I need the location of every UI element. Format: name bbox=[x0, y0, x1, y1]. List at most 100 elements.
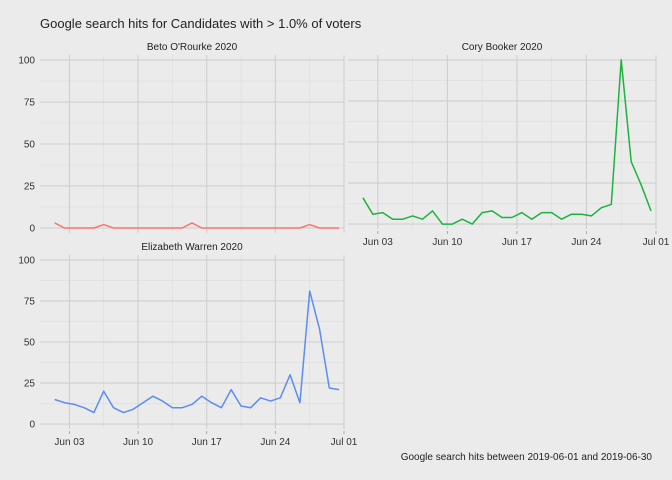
data-point bbox=[122, 227, 124, 229]
data-point bbox=[220, 227, 222, 229]
data-point bbox=[220, 407, 222, 409]
data-point bbox=[54, 222, 56, 224]
y-tick-label: 100 bbox=[18, 56, 35, 67]
data-point bbox=[132, 227, 134, 229]
facet-panel: Elizabeth Warren 2020 0 25 50 75 100 Jun 03 Jun… bbox=[18, 242, 357, 448]
data-point bbox=[382, 212, 384, 214]
data-point bbox=[431, 210, 433, 212]
data-point bbox=[152, 227, 154, 229]
data-point bbox=[191, 222, 193, 224]
chart-title: Google search hits for Candidates with >… bbox=[40, 16, 362, 31]
chart-caption: Google search hits between 2019-06-01 an… bbox=[401, 452, 653, 463]
facet-panel: Cory Booker 2020 Jun 03 Jun 10 Jun 17 Jun 24… bbox=[348, 42, 670, 248]
data-point bbox=[471, 223, 473, 225]
series-line bbox=[54, 222, 340, 229]
x-tick-label: Jun 03 bbox=[54, 437, 84, 448]
data-point bbox=[103, 390, 105, 392]
data-point bbox=[441, 223, 443, 225]
data-point bbox=[328, 387, 330, 389]
y-tick-label: 75 bbox=[24, 296, 36, 307]
data-point bbox=[162, 400, 164, 402]
data-point bbox=[491, 210, 493, 212]
x-tick-label: Jun 03 bbox=[363, 237, 393, 248]
data-point bbox=[260, 227, 262, 229]
data-point bbox=[211, 402, 213, 404]
x-tick-label: Jul 01 bbox=[331, 437, 358, 448]
data-point bbox=[541, 212, 543, 214]
data-point bbox=[338, 227, 340, 229]
data-point bbox=[260, 397, 262, 399]
x-tick-label: Jun 10 bbox=[123, 437, 153, 448]
data-point bbox=[640, 184, 642, 186]
data-point bbox=[279, 227, 281, 229]
data-point bbox=[461, 218, 463, 220]
data-point bbox=[299, 402, 301, 404]
data-point bbox=[181, 407, 183, 409]
data-point bbox=[250, 407, 252, 409]
data-point bbox=[191, 403, 193, 405]
data-point bbox=[309, 224, 311, 226]
data-point bbox=[230, 227, 232, 229]
data-point bbox=[279, 397, 281, 399]
data-point bbox=[610, 203, 612, 205]
data-point bbox=[54, 398, 56, 400]
data-point bbox=[600, 207, 602, 209]
y-tick-label: 25 bbox=[24, 379, 36, 390]
x-tick-label: Jun 24 bbox=[260, 437, 290, 448]
data-point bbox=[73, 403, 75, 405]
data-point bbox=[132, 408, 134, 410]
series-line bbox=[54, 290, 340, 414]
series-line bbox=[362, 59, 652, 225]
data-point bbox=[230, 389, 232, 391]
data-point bbox=[620, 59, 622, 61]
data-point bbox=[201, 395, 203, 397]
x-tick-label: Jun 17 bbox=[502, 237, 532, 248]
data-point bbox=[83, 407, 85, 409]
data-point bbox=[211, 227, 213, 229]
data-point bbox=[181, 227, 183, 229]
y-tick-label: 100 bbox=[18, 255, 35, 266]
data-point bbox=[630, 161, 632, 163]
data-point bbox=[328, 227, 330, 229]
data-point bbox=[113, 227, 115, 229]
data-point bbox=[402, 218, 404, 220]
data-point bbox=[362, 197, 364, 199]
data-point bbox=[580, 213, 582, 215]
facet-panel: Beto O'Rourke 2020 0 25 50 75 100 bbox=[18, 42, 345, 234]
data-point bbox=[142, 402, 144, 404]
data-point bbox=[531, 218, 533, 220]
data-point bbox=[201, 227, 203, 229]
data-point bbox=[289, 374, 291, 376]
data-point bbox=[511, 217, 513, 219]
data-point bbox=[103, 224, 105, 226]
y-tick-label: 50 bbox=[24, 140, 36, 151]
x-tick-label: Jun 17 bbox=[192, 437, 222, 448]
x-tick-label: Jun 24 bbox=[571, 237, 601, 248]
data-point bbox=[501, 217, 503, 219]
data-point bbox=[162, 227, 164, 229]
data-point bbox=[299, 227, 301, 229]
data-point bbox=[93, 412, 95, 414]
data-point bbox=[152, 395, 154, 397]
data-point bbox=[338, 389, 340, 391]
data-point bbox=[318, 227, 320, 229]
data-point bbox=[64, 402, 66, 404]
data-point bbox=[240, 405, 242, 407]
facet-strip-label: Elizabeth Warren 2020 bbox=[141, 242, 243, 253]
data-point bbox=[64, 227, 66, 229]
y-tick-label: 75 bbox=[24, 98, 36, 109]
data-point bbox=[73, 227, 75, 229]
y-tick-label: 25 bbox=[24, 181, 36, 192]
data-point bbox=[93, 227, 95, 229]
data-point bbox=[561, 218, 563, 220]
x-tick-label: Jul 01 bbox=[643, 237, 670, 248]
data-point bbox=[650, 210, 652, 212]
data-point bbox=[412, 215, 414, 217]
y-tick-label: 0 bbox=[29, 420, 35, 431]
data-point bbox=[571, 213, 573, 215]
data-point bbox=[122, 412, 124, 414]
data-point bbox=[289, 227, 291, 229]
data-point bbox=[481, 212, 483, 214]
